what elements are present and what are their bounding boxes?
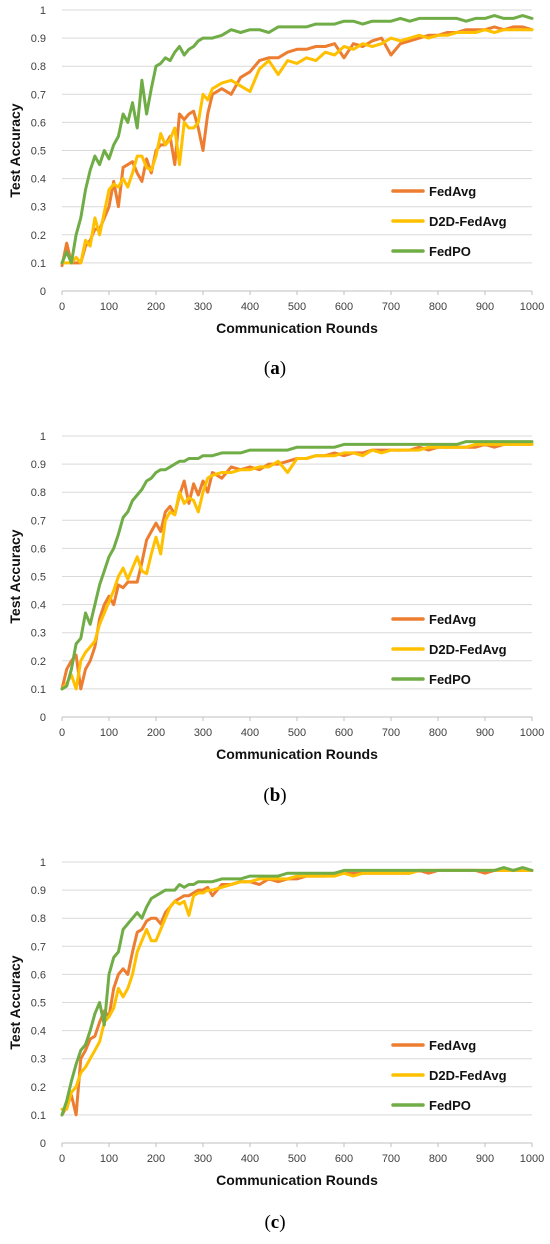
y-tick-label: 1 xyxy=(40,431,46,443)
y-tick-label: 0 xyxy=(40,286,46,298)
y-tick-label: 0.1 xyxy=(31,1110,46,1122)
legend-label-fedpo: FedPO xyxy=(429,672,471,687)
x-tick-label: 400 xyxy=(241,727,259,739)
legend-label-d2d-fedavg: D2D-FedAvg xyxy=(429,642,507,657)
x-tick-label: 400 xyxy=(241,301,259,313)
y-tick-label: 0.9 xyxy=(31,885,46,897)
y-tick-label: 0.2 xyxy=(31,656,46,668)
caption-c: (c) xyxy=(264,1212,286,1233)
y-tick-label: 0.3 xyxy=(31,628,46,640)
x-tick-label: 1000 xyxy=(520,727,544,739)
y-tick-label: 0.9 xyxy=(31,459,46,471)
x-tick-label: 1000 xyxy=(520,301,544,313)
series-line-d2d-fedavg xyxy=(60,28,534,265)
y-tick-label: 0.6 xyxy=(31,543,46,555)
y-tick-label: 0.7 xyxy=(31,515,46,527)
x-axis-title: Communication Rounds xyxy=(216,320,378,336)
x-tick-label: 300 xyxy=(194,1153,212,1165)
series-line-fedavg xyxy=(60,442,534,691)
y-tick-label: 0.8 xyxy=(31,61,46,73)
x-tick-label: 200 xyxy=(147,727,165,739)
caption-a: (a) xyxy=(263,358,287,379)
x-tick-label: 100 xyxy=(100,727,118,739)
series-line-fedavg xyxy=(60,868,534,1117)
legend-label-d2d-fedavg: D2D-FedAvg xyxy=(429,214,507,229)
x-tick-label: 300 xyxy=(194,301,212,313)
y-axis-title: Test Accuracy xyxy=(7,103,23,197)
y-tick-label: 0.1 xyxy=(31,684,46,696)
y-tick-label: 0.1 xyxy=(31,258,46,270)
y-tick-label: 0.6 xyxy=(31,969,46,981)
x-tick-label: 500 xyxy=(288,1153,306,1165)
y-tick-label: 0 xyxy=(40,1138,46,1150)
y-tick-label: 0.2 xyxy=(31,230,46,242)
legend-label-fedavg: FedAvg xyxy=(429,184,476,199)
y-tick-label: 0.4 xyxy=(31,1026,46,1038)
y-tick-label: 0.4 xyxy=(31,174,46,186)
x-tick-label: 900 xyxy=(476,727,494,739)
series-line-fedpo xyxy=(60,866,534,1117)
x-tick-label: 100 xyxy=(100,301,118,313)
x-tick-label: 100 xyxy=(100,1153,118,1165)
y-tick-label: 0.5 xyxy=(31,146,46,158)
legend-label-fedpo: FedPO xyxy=(429,244,471,259)
x-axis-title: Communication Rounds xyxy=(216,746,378,762)
x-tick-label: 400 xyxy=(241,1153,259,1165)
x-tick-label: 200 xyxy=(147,1153,165,1165)
x-tick-label: 0 xyxy=(59,301,65,313)
caption-b: (b) xyxy=(263,785,287,806)
x-tick-label: 700 xyxy=(382,727,400,739)
chart-panel-a: 0 0.1 0.2 0.3 0.4 0.5 0.6 0.7 0.8 0.9 1 0 100 200 300 4… xyxy=(7,5,544,336)
y-tick-label: 0.5 xyxy=(31,572,46,584)
legend-label-fedpo: FedPO xyxy=(429,1098,471,1113)
x-tick-label: 300 xyxy=(194,727,212,739)
y-axis-title: Test Accuracy xyxy=(7,529,23,623)
legend-label-d2d-fedavg: D2D-FedAvg xyxy=(429,1068,507,1083)
x-tick-label: 1000 xyxy=(520,1153,544,1165)
legend-label-fedavg: FedAvg xyxy=(429,1038,476,1053)
y-tick-label: 0 xyxy=(40,712,46,724)
chart-panel-b: 0 0.1 0.2 0.3 0.4 0.5 0.6 0.7 0.8 0.9 1 0 100 200 300 4… xyxy=(7,431,544,762)
y-tick-label: 0.3 xyxy=(31,1054,46,1066)
y-tick-label: 1 xyxy=(40,857,46,869)
x-tick-label: 900 xyxy=(476,301,494,313)
y-tick-label: 0.2 xyxy=(31,1082,46,1094)
series-line-fedavg xyxy=(60,25,534,268)
legend-label-fedavg: FedAvg xyxy=(429,612,476,627)
y-axis-title: Test Accuracy xyxy=(7,955,23,1049)
x-tick-label: 500 xyxy=(288,727,306,739)
x-tick-label: 600 xyxy=(335,1153,353,1165)
y-tick-label: 0.4 xyxy=(31,600,46,612)
y-tick-label: 0.7 xyxy=(31,941,46,953)
x-tick-label: 700 xyxy=(382,1153,400,1165)
y-tick-label: 0.5 xyxy=(31,998,46,1010)
y-tick-label: 0.9 xyxy=(31,33,46,45)
chart-panel-c: 0 0.1 0.2 0.3 0.4 0.5 0.6 0.7 0.8 0.9 1 0 100 200 300 4… xyxy=(7,857,544,1188)
x-tick-label: 0 xyxy=(59,727,65,739)
y-tick-label: 0.3 xyxy=(31,202,46,214)
x-tick-label: 500 xyxy=(288,301,306,313)
x-tick-label: 700 xyxy=(382,301,400,313)
series-line-fedpo xyxy=(60,14,534,265)
x-tick-label: 600 xyxy=(335,301,353,313)
x-tick-label: 800 xyxy=(429,727,447,739)
y-tick-label: 0.8 xyxy=(31,487,46,499)
x-tick-label: 900 xyxy=(476,1153,494,1165)
y-tick-label: 1 xyxy=(40,5,46,17)
y-tick-label: 0.8 xyxy=(31,913,46,925)
x-tick-label: 0 xyxy=(59,1153,65,1165)
x-tick-label: 200 xyxy=(147,301,165,313)
y-tick-label: 0.7 xyxy=(31,89,46,101)
x-tick-label: 800 xyxy=(429,301,447,313)
x-tick-label: 600 xyxy=(335,727,353,739)
series-line-d2d-fedavg xyxy=(60,442,534,691)
series-line-fedpo xyxy=(60,440,534,691)
x-tick-label: 800 xyxy=(429,1153,447,1165)
x-axis-title: Communication Rounds xyxy=(216,1172,378,1188)
y-tick-label: 0.6 xyxy=(31,117,46,129)
